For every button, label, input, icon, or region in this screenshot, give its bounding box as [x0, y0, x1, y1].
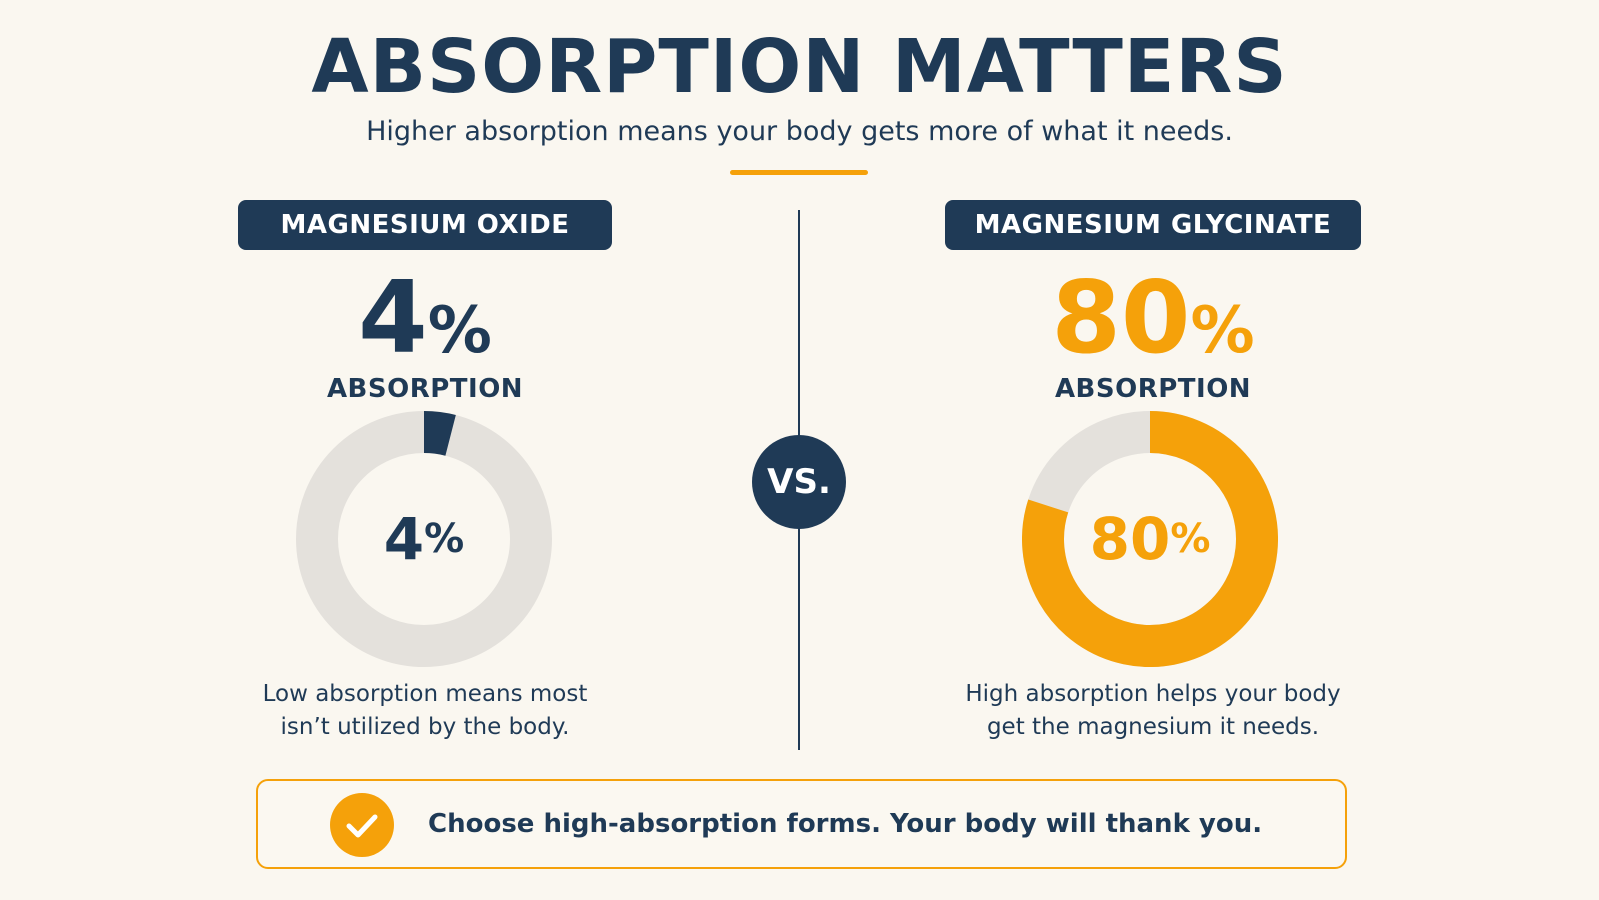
glycinate-big-number: 80: [1051, 259, 1191, 376]
oxide-big-number: 4: [358, 259, 428, 376]
oxide-description: Low absorption means most isn’t utilized…: [238, 678, 612, 744]
glycinate-description-line-1: High absorption helps your body: [965, 681, 1341, 707]
oxide-title-pill: MAGNESIUM OXIDE: [238, 200, 612, 250]
oxide-big-percent: 4%: [238, 268, 612, 368]
glycinate-title-pill: MAGNESIUM GLYCINATE: [945, 200, 1361, 250]
glycinate-donut-segment: [1022, 411, 1278, 667]
page-title: ABSORPTION MATTERS: [311, 24, 1288, 110]
glycinate-description-line-2: get the magnesium it needs.: [986, 714, 1320, 740]
glycinate-donut-svg: [1022, 411, 1278, 667]
page-subtitle: Higher absorption means your body gets m…: [366, 116, 1233, 147]
oxide-donut-chart: 4%: [296, 411, 552, 667]
glycinate-donut-chart: 80%: [1022, 411, 1278, 667]
oxide-description-line-1: Low absorption means most: [262, 681, 588, 707]
vs-badge: VS.: [752, 435, 846, 529]
glycinate-description: High absorption helps your body get the …: [945, 678, 1361, 744]
oxide-big-unit: %: [427, 294, 492, 368]
oxide-donut-svg: [296, 411, 552, 667]
glycinate-center-number: 80: [1089, 505, 1171, 573]
accent-underline: [730, 170, 868, 175]
recommendation-banner: Choose high-absorption forms. Your body …: [256, 779, 1347, 869]
panel-magnesium-oxide: MAGNESIUM OXIDE 4% ABSORPTION: [238, 200, 612, 404]
center-divider-top: [798, 210, 800, 440]
check-icon: [330, 793, 394, 857]
oxide-title: MAGNESIUM OXIDE: [280, 210, 570, 240]
glycinate-big-percent: 80%: [945, 268, 1361, 368]
center-divider-bottom: [798, 520, 800, 750]
banner-text: Choose high-absorption forms. Your body …: [428, 809, 1263, 839]
glycinate-donut-center: 80%: [1022, 411, 1278, 667]
oxide-center-number: 4: [383, 505, 425, 573]
vs-label: VS.: [767, 462, 831, 502]
glycinate-metric-label: ABSORPTION: [1054, 374, 1252, 404]
oxide-metric-label: ABSORPTION: [326, 374, 524, 404]
oxide-donut-segment: [423, 411, 456, 456]
glycinate-big-unit: %: [1190, 294, 1255, 368]
oxide-center-unit: %: [424, 516, 465, 562]
glycinate-title: MAGNESIUM GLYCINATE: [974, 210, 1332, 240]
glycinate-center-unit: %: [1170, 516, 1211, 562]
panel-magnesium-glycinate: MAGNESIUM GLYCINATE 80% ABSORPTION: [945, 200, 1361, 404]
oxide-donut-center: 4%: [296, 411, 552, 667]
oxide-description-line-2: isn’t utilized by the body.: [280, 714, 570, 740]
